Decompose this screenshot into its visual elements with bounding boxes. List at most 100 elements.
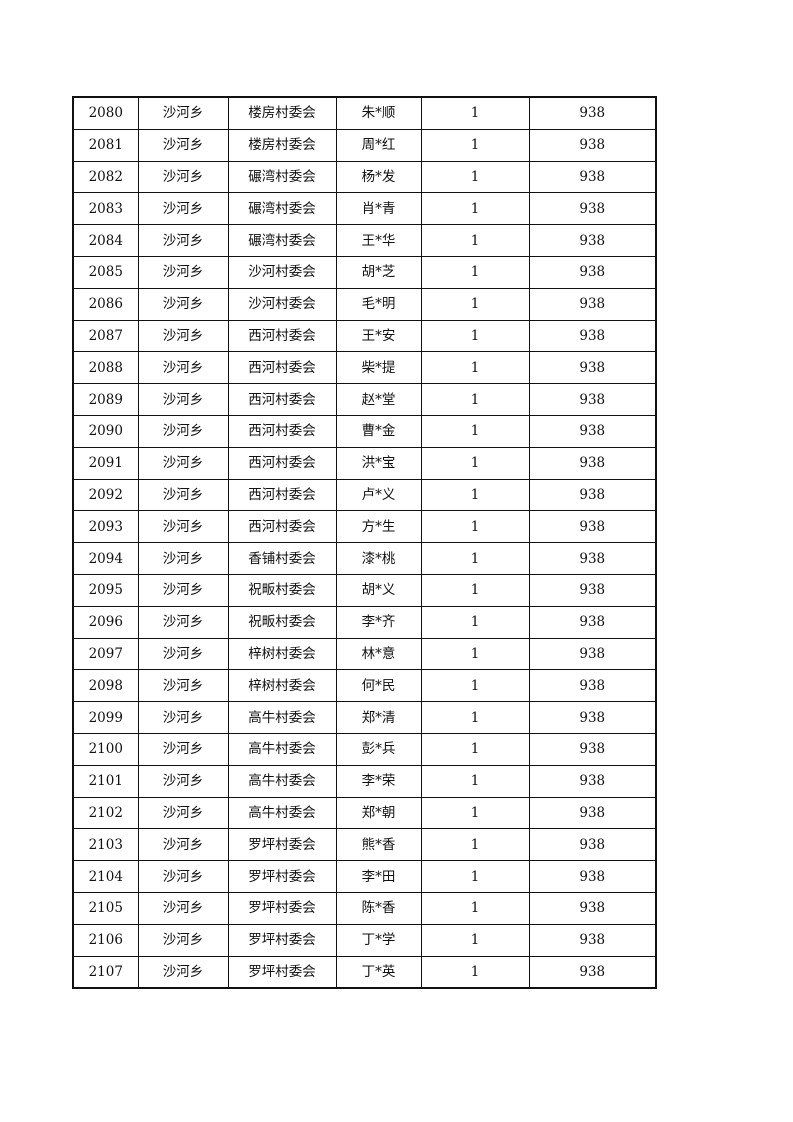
cell-index: 2080 bbox=[72, 96, 139, 130]
cell-index: 2086 bbox=[72, 287, 139, 321]
cell-count: 1 bbox=[420, 287, 530, 321]
table-row: 2101 沙河乡 高牛村委会 李*荣 1 938 bbox=[72, 764, 657, 798]
cell-village: 西河村委会 bbox=[227, 414, 337, 448]
cell-count: 1 bbox=[420, 732, 530, 766]
cell-township: 沙河乡 bbox=[137, 96, 229, 130]
table-row: 2085 沙河乡 沙河村委会 胡*芝 1 938 bbox=[72, 255, 657, 289]
table-row: 2092 沙河乡 西河村委会 卢*义 1 938 bbox=[72, 478, 657, 512]
cell-amount: 938 bbox=[528, 192, 657, 226]
cell-township: 沙河乡 bbox=[137, 128, 229, 162]
cell-village: 楼房村委会 bbox=[227, 128, 337, 162]
cell-count: 1 bbox=[420, 414, 530, 448]
cell-count: 1 bbox=[420, 669, 530, 703]
cell-township: 沙河乡 bbox=[137, 510, 229, 544]
cell-village: 梓树村委会 bbox=[227, 669, 337, 703]
cell-township: 沙河乡 bbox=[137, 542, 229, 575]
cell-index: 2107 bbox=[72, 955, 139, 989]
cell-township: 沙河乡 bbox=[137, 414, 229, 448]
cell-index: 2094 bbox=[72, 542, 139, 575]
cell-index: 2085 bbox=[72, 255, 139, 289]
cell-amount: 938 bbox=[528, 287, 657, 321]
cell-township: 沙河乡 bbox=[137, 192, 229, 226]
cell-township: 沙河乡 bbox=[137, 796, 229, 830]
table-row: 2098 沙河乡 梓树村委会 何*民 1 938 bbox=[72, 669, 657, 703]
cell-index: 2092 bbox=[72, 478, 139, 512]
cell-name: 周*红 bbox=[335, 128, 422, 162]
table-row: 2099 沙河乡 高牛村委会 郑*清 1 938 bbox=[72, 701, 657, 734]
cell-township: 沙河乡 bbox=[137, 891, 229, 925]
table-row: 2096 沙河乡 祝畈村委会 李*齐 1 938 bbox=[72, 605, 657, 639]
cell-count: 1 bbox=[420, 701, 530, 734]
table-row: 2082 沙河乡 碾湾村委会 杨*发 1 938 bbox=[72, 160, 657, 194]
table-row: 2103 沙河乡 罗坪村委会 熊*香 1 938 bbox=[72, 828, 657, 862]
cell-name: 彭*兵 bbox=[335, 732, 422, 766]
cell-count: 1 bbox=[420, 351, 530, 385]
cell-village: 碾湾村委会 bbox=[227, 224, 337, 257]
cell-index: 2100 bbox=[72, 732, 139, 766]
cell-name: 李*田 bbox=[335, 860, 422, 893]
cell-name: 熊*香 bbox=[335, 828, 422, 862]
cell-township: 沙河乡 bbox=[137, 955, 229, 989]
cell-township: 沙河乡 bbox=[137, 701, 229, 734]
cell-name: 方*生 bbox=[335, 510, 422, 544]
cell-amount: 938 bbox=[528, 923, 657, 957]
cell-count: 1 bbox=[420, 637, 530, 671]
cell-count: 1 bbox=[420, 383, 530, 416]
cell-amount: 938 bbox=[528, 701, 657, 734]
cell-amount: 938 bbox=[528, 319, 657, 353]
cell-township: 沙河乡 bbox=[137, 828, 229, 862]
cell-index: 2089 bbox=[72, 383, 139, 416]
table-row: 2083 沙河乡 碾湾村委会 肖*青 1 938 bbox=[72, 192, 657, 226]
cell-index: 2097 bbox=[72, 637, 139, 671]
cell-name: 何*民 bbox=[335, 669, 422, 703]
cell-index: 2090 bbox=[72, 414, 139, 448]
cell-amount: 938 bbox=[528, 224, 657, 257]
cell-count: 1 bbox=[420, 160, 530, 194]
cell-township: 沙河乡 bbox=[137, 160, 229, 194]
cell-index: 2084 bbox=[72, 224, 139, 257]
cell-amount: 938 bbox=[528, 955, 657, 989]
cell-index: 2104 bbox=[72, 860, 139, 893]
cell-name: 柴*提 bbox=[335, 351, 422, 385]
cell-count: 1 bbox=[420, 573, 530, 607]
table-row: 2094 沙河乡 香铺村委会 漆*桃 1 938 bbox=[72, 542, 657, 575]
cell-name: 卢*义 bbox=[335, 478, 422, 512]
cell-township: 沙河乡 bbox=[137, 732, 229, 766]
cell-count: 1 bbox=[420, 605, 530, 639]
cell-name: 陈*香 bbox=[335, 891, 422, 925]
cell-village: 罗坪村委会 bbox=[227, 955, 337, 989]
cell-amount: 938 bbox=[528, 828, 657, 862]
cell-name: 王*安 bbox=[335, 319, 422, 353]
cell-count: 1 bbox=[420, 255, 530, 289]
cell-index: 2082 bbox=[72, 160, 139, 194]
cell-village: 高牛村委会 bbox=[227, 796, 337, 830]
cell-count: 1 bbox=[420, 510, 530, 544]
cell-village: 高牛村委会 bbox=[227, 764, 337, 798]
cell-count: 1 bbox=[420, 891, 530, 925]
cell-index: 2106 bbox=[72, 923, 139, 957]
cell-village: 楼房村委会 bbox=[227, 96, 337, 130]
cell-index: 2103 bbox=[72, 828, 139, 862]
table-row: 2104 沙河乡 罗坪村委会 李*田 1 938 bbox=[72, 860, 657, 893]
cell-name: 李*荣 bbox=[335, 764, 422, 798]
cell-name: 肖*青 bbox=[335, 192, 422, 226]
cell-amount: 938 bbox=[528, 573, 657, 607]
cell-index: 2101 bbox=[72, 764, 139, 798]
cell-amount: 938 bbox=[528, 891, 657, 925]
cell-amount: 938 bbox=[528, 637, 657, 671]
cell-village: 西河村委会 bbox=[227, 319, 337, 353]
cell-index: 2088 bbox=[72, 351, 139, 385]
cell-township: 沙河乡 bbox=[137, 637, 229, 671]
table-row: 2081 沙河乡 楼房村委会 周*红 1 938 bbox=[72, 128, 657, 162]
cell-amount: 938 bbox=[528, 160, 657, 194]
cell-name: 林*意 bbox=[335, 637, 422, 671]
table-row: 2089 沙河乡 西河村委会 赵*堂 1 938 bbox=[72, 383, 657, 416]
cell-village: 高牛村委会 bbox=[227, 701, 337, 734]
cell-index: 2087 bbox=[72, 319, 139, 353]
table-row: 2080 沙河乡 楼房村委会 朱*顺 1 938 bbox=[72, 96, 657, 130]
cell-township: 沙河乡 bbox=[137, 224, 229, 257]
cell-amount: 938 bbox=[528, 351, 657, 385]
cell-amount: 938 bbox=[528, 414, 657, 448]
cell-name: 赵*堂 bbox=[335, 383, 422, 416]
cell-count: 1 bbox=[420, 796, 530, 830]
